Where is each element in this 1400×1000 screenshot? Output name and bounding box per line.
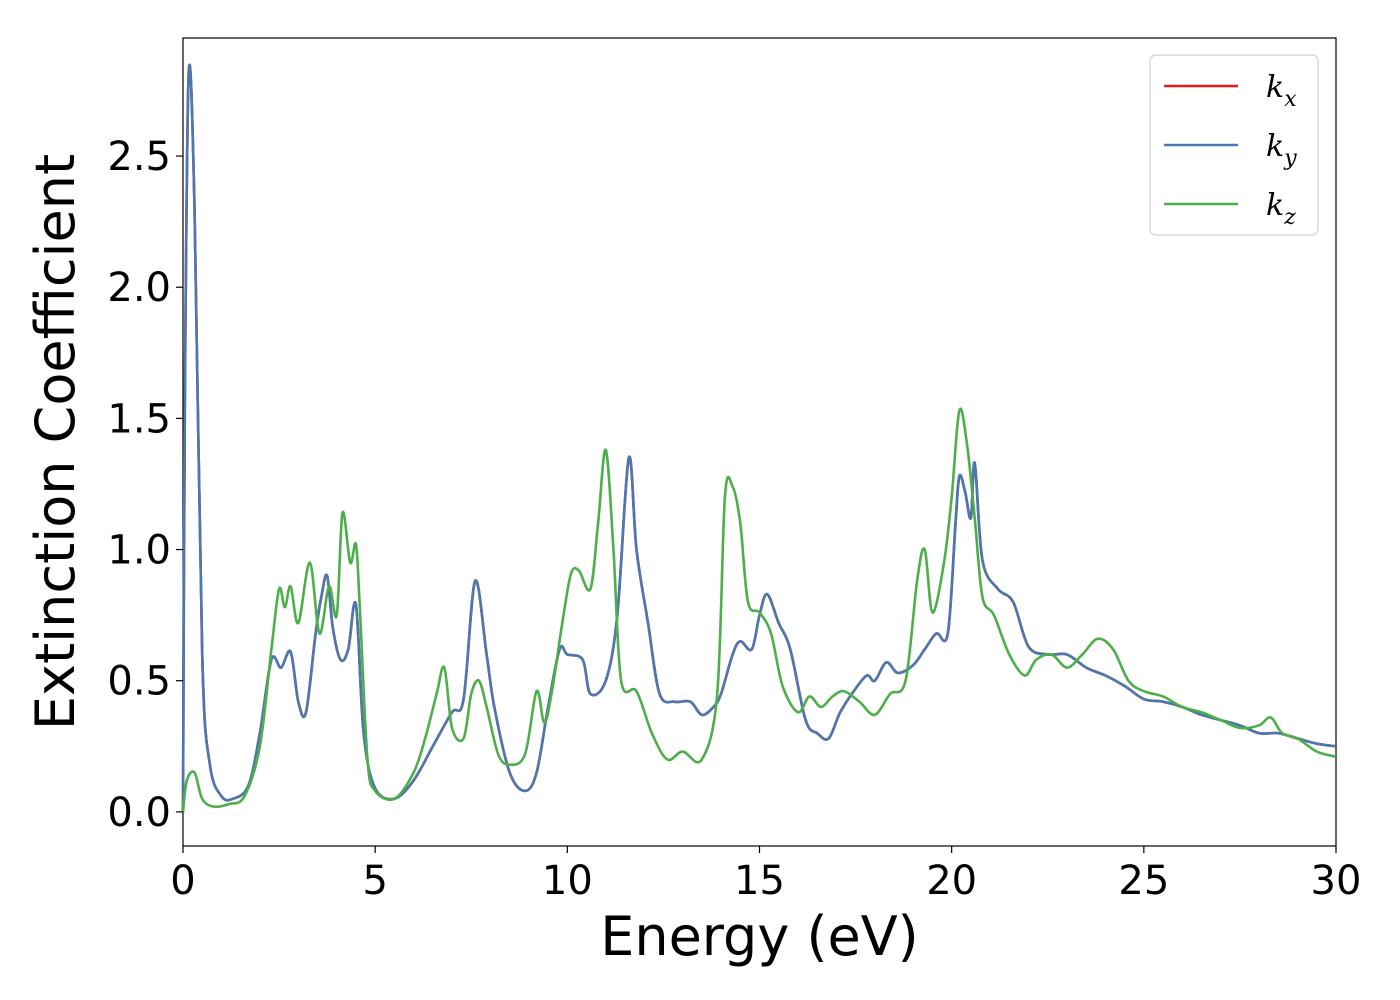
y-tick-label: 1.0 (107, 528, 171, 574)
legend-label-subscript: y (1283, 146, 1297, 171)
x-axis-label: Energy (eV) (600, 905, 919, 968)
y-tick-label: 2.5 (107, 134, 171, 180)
y-tick-label: 1.5 (107, 396, 171, 442)
series-line-ky (181, 63, 1337, 812)
plot-area (182, 37, 1337, 847)
legend-label-z: kz (1266, 188, 1296, 230)
legend-label-main: k (1266, 129, 1284, 164)
x-tick-label: 0 (170, 858, 195, 904)
x-tick-label: 30 (1311, 858, 1362, 904)
legend-label-subscript: z (1283, 205, 1296, 230)
x-tick-label: 5 (362, 858, 387, 904)
y-tick-label: 0.0 (107, 790, 171, 836)
legend-label-main: k (1266, 188, 1284, 223)
legend-label-subscript: x (1284, 87, 1297, 112)
series-layer (181, 63, 1337, 813)
x-tick-label: 15 (734, 858, 785, 904)
legend-label-x: kx (1266, 70, 1297, 112)
x-tick-label: 20 (926, 858, 977, 904)
ticks-layer: 0 5 10 15 20 25 30 0.0 0.5 1.0 1.5 2.0 2.5 (107, 134, 1361, 904)
legend-label-y: ky (1266, 129, 1297, 171)
x-tick-label: 10 (542, 858, 593, 904)
y-tick-label: 2.0 (107, 265, 171, 311)
series-line-kz (181, 407, 1337, 813)
x-tick-label: 25 (1118, 858, 1169, 904)
y-tick-label: 0.5 (107, 659, 171, 705)
legend-label-main: k (1266, 70, 1284, 105)
y-axis-label: Extinction Coefficient (24, 154, 87, 730)
